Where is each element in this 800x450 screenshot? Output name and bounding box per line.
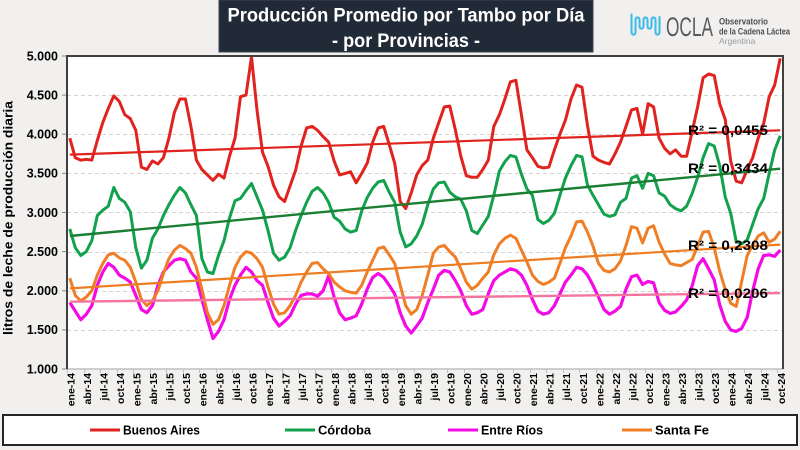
svg-text:jul-16: jul-16 xyxy=(231,373,243,402)
svg-text:OCLA: OCLA xyxy=(666,12,713,42)
svg-text:3.000: 3.000 xyxy=(27,206,58,220)
svg-text:oct-18: oct-18 xyxy=(379,373,391,404)
svg-text:abr-15: abr-15 xyxy=(148,373,160,405)
svg-text:R² = 0,0455: R² = 0,0455 xyxy=(688,122,768,138)
svg-text:R² = 0,0206: R² = 0,0206 xyxy=(688,285,768,301)
svg-text:ene-15: ene-15 xyxy=(132,373,144,406)
svg-text:Córdoba: Córdoba xyxy=(318,424,372,438)
svg-text:Buenos Aires: Buenos Aires xyxy=(123,424,200,438)
svg-text:abr-24: abr-24 xyxy=(743,373,755,405)
svg-text:ene-20: ene-20 xyxy=(462,373,474,406)
svg-text:Observatorio: Observatorio xyxy=(719,17,769,27)
svg-text:abr-18: abr-18 xyxy=(346,373,358,405)
svg-text:de la Cadena Láctea: de la Cadena Láctea xyxy=(719,27,790,37)
svg-text:ene-22: ene-22 xyxy=(594,373,606,406)
svg-text:Santa Fe: Santa Fe xyxy=(655,424,709,438)
svg-text:oct-17: oct-17 xyxy=(313,373,325,404)
svg-text:ene-17: ene-17 xyxy=(264,373,276,406)
svg-text:jul-21: jul-21 xyxy=(561,373,573,402)
svg-text:litros de leche de producción: litros de leche de producción diaria xyxy=(1,100,16,335)
svg-text:ene-19: ene-19 xyxy=(396,373,408,406)
svg-text:ene-24: ene-24 xyxy=(726,373,738,406)
svg-text:jul-24: jul-24 xyxy=(759,373,771,402)
svg-text:R² = 0,3434: R² = 0,3434 xyxy=(688,160,768,176)
svg-text:oct-14: oct-14 xyxy=(115,373,127,404)
svg-text:jul-17: jul-17 xyxy=(297,373,309,402)
svg-text:ene-18: ene-18 xyxy=(330,373,342,406)
svg-text:ene-14: ene-14 xyxy=(66,373,78,406)
svg-text:Entre Ríos: Entre Ríos xyxy=(481,424,543,438)
svg-text:oct-21: oct-21 xyxy=(578,373,590,404)
svg-text:oct-19: oct-19 xyxy=(446,373,458,404)
svg-text:1.000: 1.000 xyxy=(27,362,58,376)
svg-text:ene-23: ene-23 xyxy=(660,373,672,406)
svg-text:oct-16: oct-16 xyxy=(247,373,259,404)
svg-text:Producción Promedio por Tambo: Producción Promedio por Tambo por Día xyxy=(228,5,585,27)
svg-text:jul-14: jul-14 xyxy=(99,373,111,402)
svg-text:abr-14: abr-14 xyxy=(82,373,94,405)
svg-text:jul-20: jul-20 xyxy=(495,373,507,402)
svg-text:3.500: 3.500 xyxy=(27,167,58,181)
svg-text:abr-16: abr-16 xyxy=(214,373,226,405)
svg-text:jul-22: jul-22 xyxy=(627,373,639,402)
svg-text:ene-21: ene-21 xyxy=(528,373,540,406)
svg-text:oct-15: oct-15 xyxy=(181,373,193,404)
svg-text:jul-23: jul-23 xyxy=(693,373,705,402)
svg-text:ene-16: ene-16 xyxy=(198,373,210,406)
svg-text:abr-22: abr-22 xyxy=(611,373,623,405)
svg-text:oct-20: oct-20 xyxy=(512,373,524,404)
svg-text:2.500: 2.500 xyxy=(27,245,58,259)
svg-text:Argentina: Argentina xyxy=(719,36,756,46)
svg-text:jul-19: jul-19 xyxy=(429,373,441,402)
svg-text:oct-23: oct-23 xyxy=(710,373,722,404)
svg-text:abr-19: abr-19 xyxy=(412,373,424,405)
svg-text:oct-22: oct-22 xyxy=(644,373,656,404)
svg-text:abr-21: abr-21 xyxy=(545,373,557,405)
svg-text:abr-23: abr-23 xyxy=(677,373,689,405)
svg-text:abr-20: abr-20 xyxy=(479,373,491,405)
svg-text:oct-24: oct-24 xyxy=(776,373,788,404)
svg-text:jul-18: jul-18 xyxy=(363,373,375,402)
svg-text:abr-17: abr-17 xyxy=(280,373,292,405)
svg-text:R² = 0,2308: R² = 0,2308 xyxy=(688,237,768,253)
svg-text:4.000: 4.000 xyxy=(27,128,58,142)
svg-text:5.000: 5.000 xyxy=(27,49,58,63)
svg-text:4.500: 4.500 xyxy=(27,88,58,102)
svg-text:- por Provincias -: - por Provincias - xyxy=(332,30,480,52)
svg-text:1.500: 1.500 xyxy=(27,323,58,337)
svg-text:jul-15: jul-15 xyxy=(165,373,177,402)
svg-text:2.000: 2.000 xyxy=(27,284,58,298)
